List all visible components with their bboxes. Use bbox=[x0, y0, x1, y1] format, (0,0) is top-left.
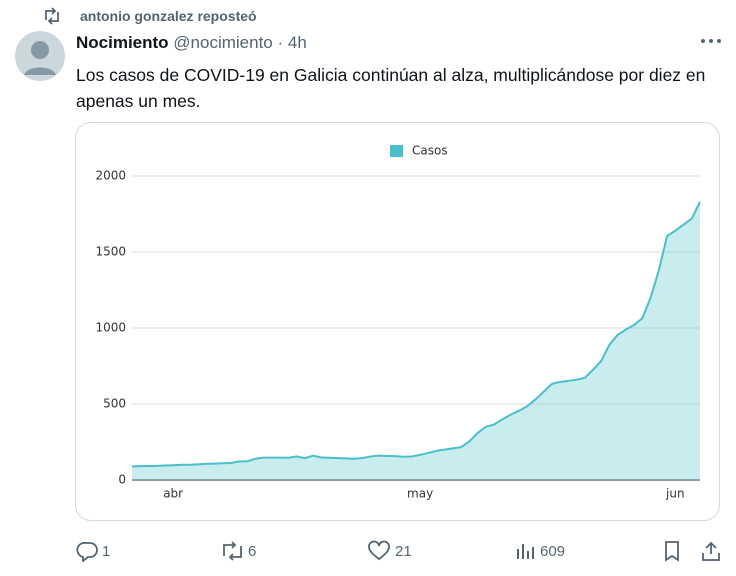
reply-icon[interactable] bbox=[76, 540, 100, 562]
time[interactable]: 4h bbox=[287, 33, 307, 52]
bookmark-button[interactable] bbox=[662, 540, 682, 562]
reply-count: 1 bbox=[102, 543, 111, 560]
y-tick-label: 1000 bbox=[95, 321, 126, 335]
handle[interactable]: @nocimiento bbox=[173, 33, 273, 52]
views-count: 609 bbox=[540, 543, 566, 560]
share-button[interactable] bbox=[700, 540, 722, 562]
post-text: Los casos de COVID-19 en Galicia continú… bbox=[76, 65, 706, 111]
separator: · bbox=[277, 33, 284, 52]
y-tick-label: 500 bbox=[103, 397, 126, 411]
author[interactable]: Nocimiento bbox=[76, 33, 169, 52]
area bbox=[132, 201, 700, 480]
more-menu[interactable] bbox=[700, 34, 722, 48]
legend-swatch bbox=[390, 145, 403, 157]
repost-count: 6 bbox=[248, 543, 257, 560]
x-tick-label: abr bbox=[163, 487, 183, 501]
views-icon[interactable] bbox=[515, 541, 537, 561]
like-button[interactable] bbox=[367, 540, 391, 562]
media-card[interactable] bbox=[75, 122, 720, 521]
avatar[interactable] bbox=[14, 30, 66, 82]
repost-icon bbox=[45, 7, 59, 25]
legend-label: Casos bbox=[412, 144, 448, 158]
repost-note: antonio gonzalez reposteó bbox=[80, 8, 257, 24]
x-tick-label: may bbox=[407, 487, 433, 501]
x-tick-label: jun bbox=[665, 487, 685, 501]
y-tick-label: 1500 bbox=[95, 245, 126, 259]
like-count: 21 bbox=[395, 543, 412, 560]
y-tick-label: 2000 bbox=[95, 169, 126, 183]
line bbox=[131, 201, 701, 468]
y-tick-label: 0 bbox=[118, 473, 126, 487]
repost-button[interactable] bbox=[220, 540, 246, 562]
